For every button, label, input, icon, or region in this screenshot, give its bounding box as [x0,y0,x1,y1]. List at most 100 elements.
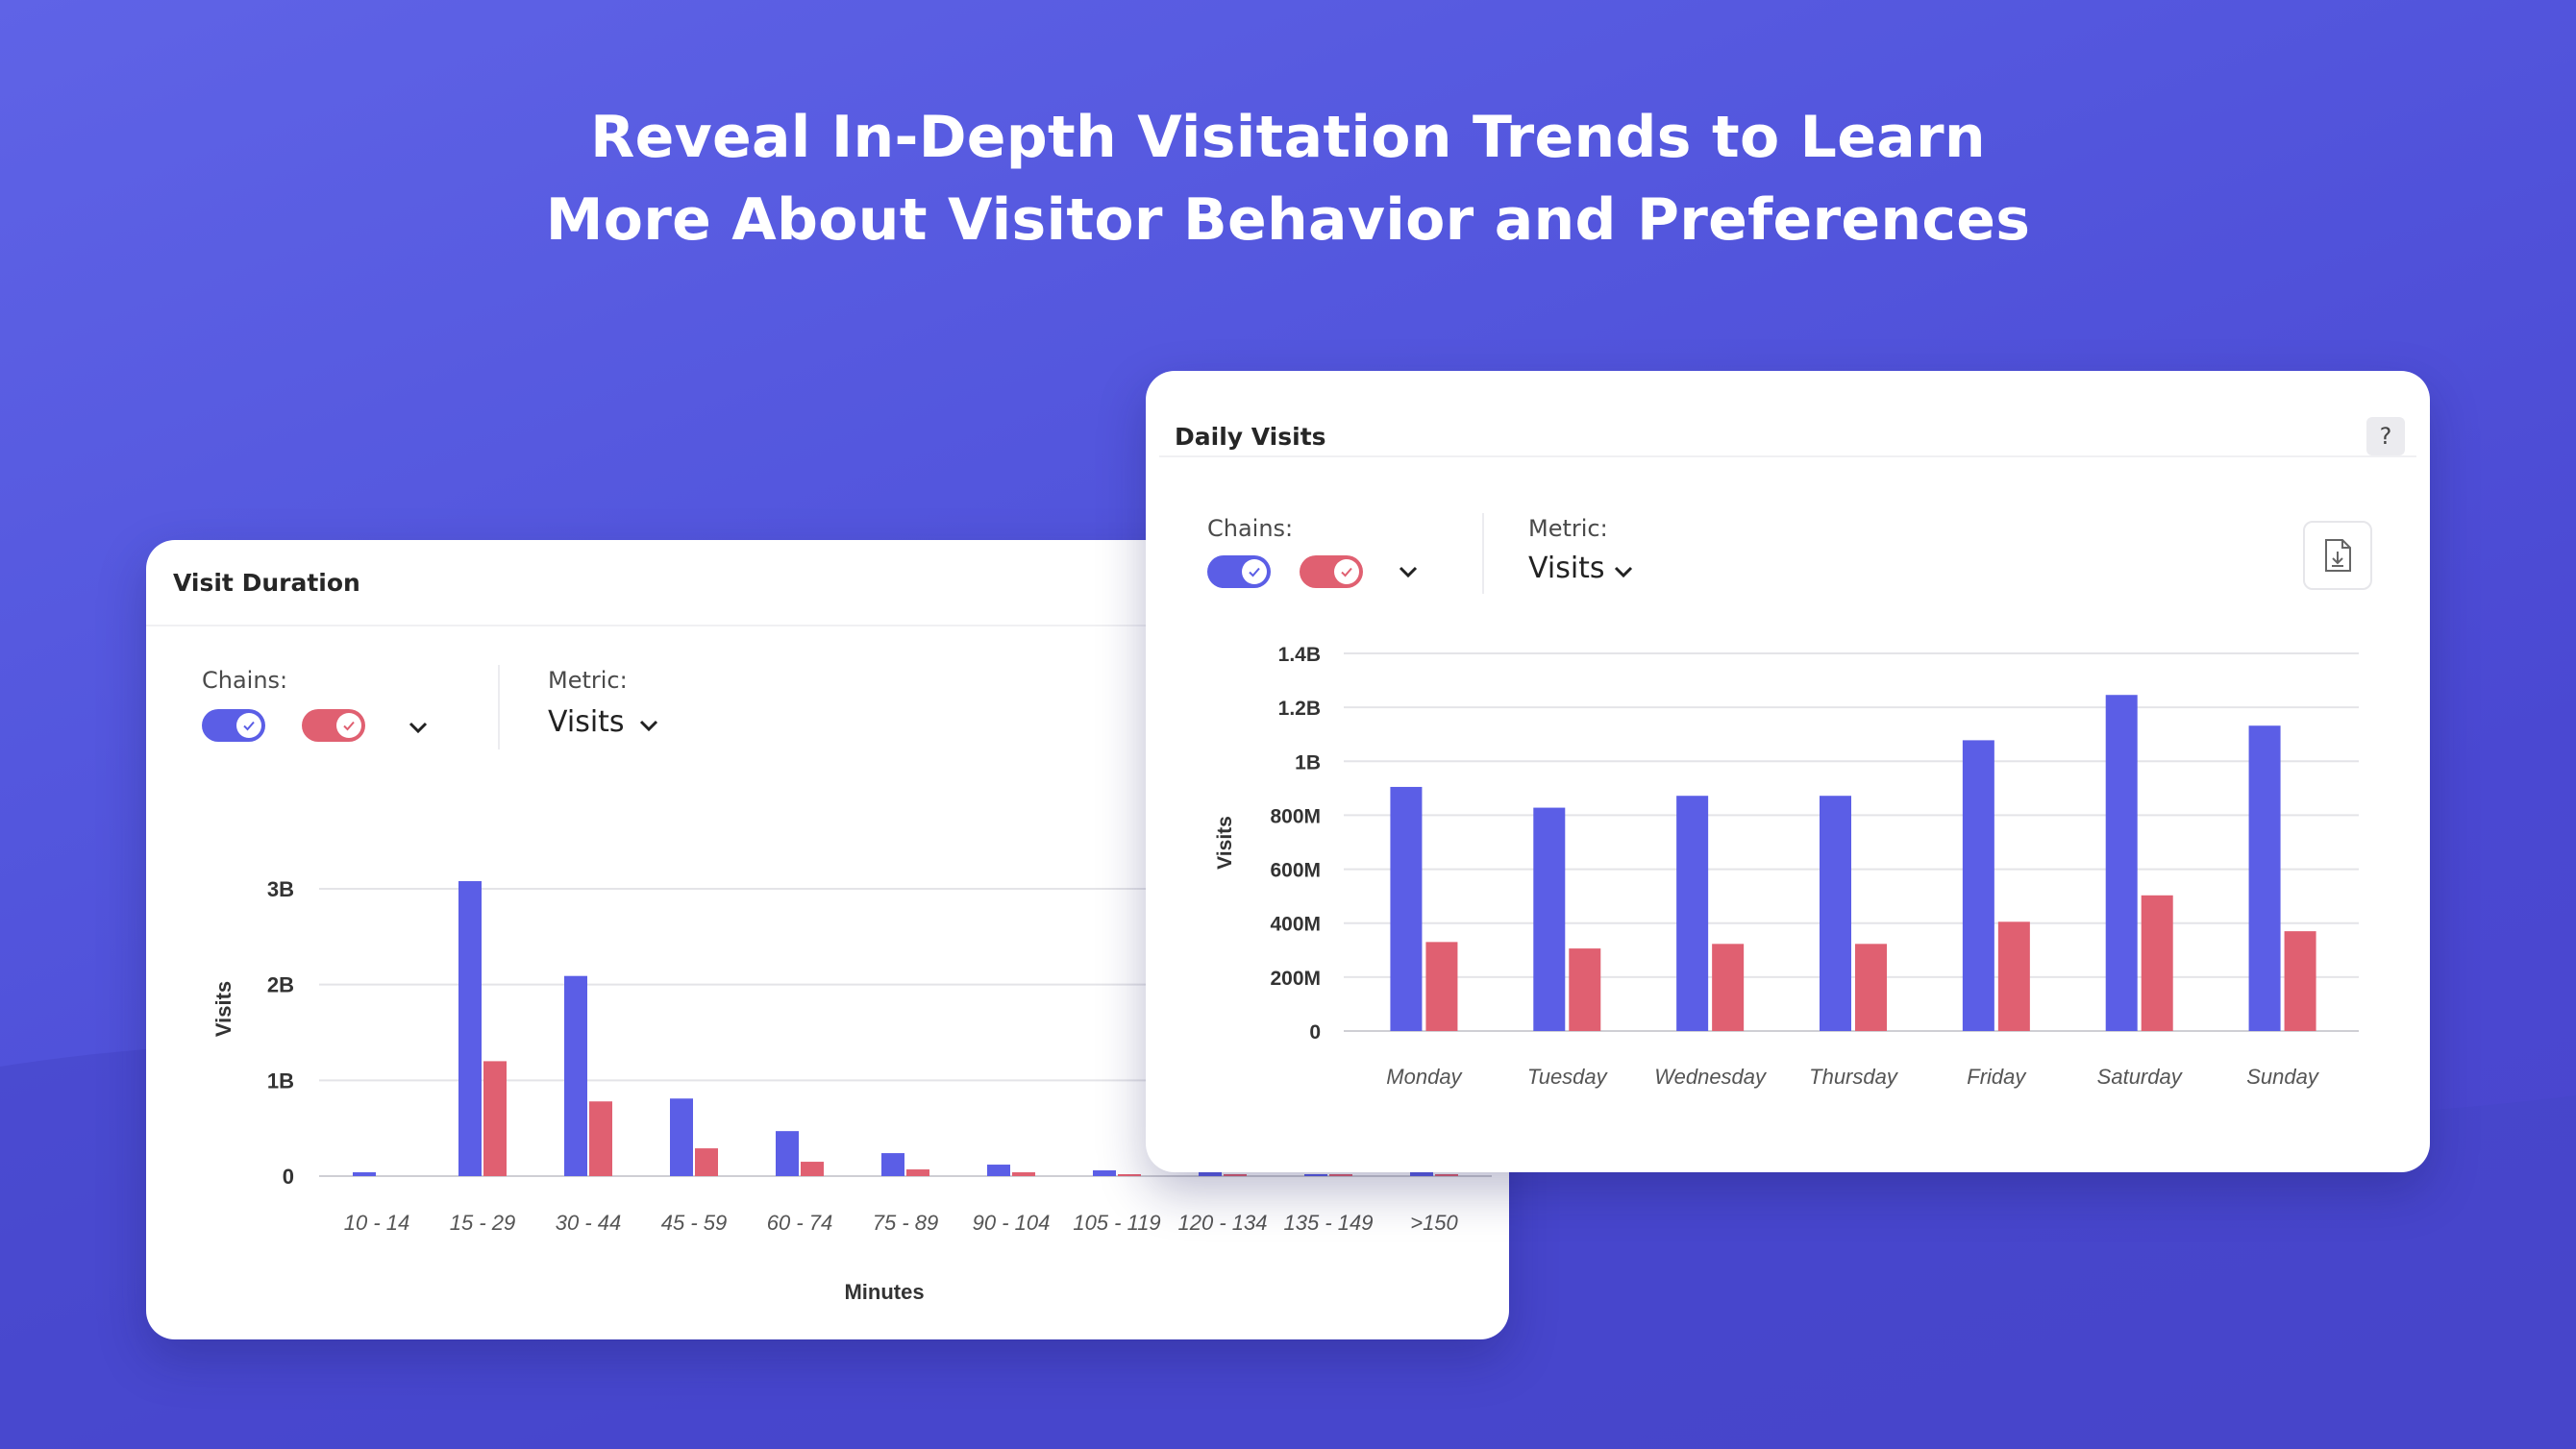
x-tick-label: Wednesday [1654,1065,1768,1089]
check-icon [1242,559,1267,584]
x-tick-label: 135 - 149 [1284,1211,1374,1235]
x-tick-label: Monday [1386,1065,1463,1089]
bar-red [1712,944,1745,1031]
bar-red [589,1101,612,1176]
bar-blue [1199,1172,1222,1176]
y-tick-label: 600M [1270,860,1321,882]
check-icon [1334,559,1359,584]
bar-red [695,1148,718,1176]
y-tick-label: 1.2B [1278,698,1321,720]
bar-red [2141,895,2173,1031]
x-tick-label: 15 - 29 [450,1211,516,1235]
y-tick-label: 1.4B [1278,644,1321,666]
bar-red [1855,944,1887,1031]
chevron-down-icon[interactable] [1398,565,1419,578]
chains-label: Chains: [202,667,288,694]
chevron-down-icon[interactable] [1613,565,1634,578]
bar-red [801,1162,824,1176]
x-axis-label: Minutes [844,1280,924,1304]
y-axis-label: Visits [211,981,235,1037]
x-tick-label: 10 - 14 [344,1211,410,1235]
bar-blue [987,1165,1010,1176]
x-tick-label: 90 - 104 [973,1211,1051,1235]
y-tick-label: 200M [1270,968,1321,990]
bar-blue [1390,786,1423,1031]
card-title: Daily Visits [1175,423,1326,451]
metric-label: Metric: [1528,515,1608,542]
y-tick-label: 2B [267,973,294,997]
x-tick-label: 105 - 119 [1073,1211,1160,1235]
bar-red [2284,931,2316,1031]
bar-blue [564,975,587,1176]
y-tick-label: 400M [1270,914,1321,936]
help-button[interactable]: ? [2366,417,2405,455]
x-tick-label: Saturday [2097,1065,2184,1089]
download-file-icon [2325,539,2351,572]
y-tick-label: 800M [1270,805,1321,827]
bar-red [1012,1172,1035,1176]
x-tick-label: Friday [1967,1065,2027,1089]
metric-select[interactable]: Visits [548,705,625,739]
bar-blue [1304,1174,1327,1176]
bar-blue [1093,1170,1116,1176]
x-tick-label: 60 - 74 [767,1211,833,1235]
chain-toggle-red[interactable] [302,709,365,742]
chain-toggle-blue[interactable] [1207,555,1271,588]
bar-blue [1962,740,1994,1031]
x-tick-label: Thursday [1809,1065,1899,1089]
y-tick-label: 3B [267,877,294,901]
chain-toggle-blue[interactable] [202,709,265,742]
y-tick-label: 0 [283,1165,294,1189]
card-header: Daily Visits [1159,371,2416,457]
x-tick-label: 45 - 59 [661,1211,728,1235]
y-axis-label: Visits [1214,816,1236,870]
bar-red [1329,1174,1352,1176]
card-title: Visit Duration [173,569,360,597]
bar-blue [670,1098,693,1176]
bar-red [1224,1174,1247,1176]
metric-label: Metric: [548,667,628,694]
bar-blue [881,1153,904,1176]
check-icon [336,713,361,738]
x-tick-label: Sunday [2246,1065,2320,1089]
chevron-down-icon[interactable] [408,721,429,734]
bar-red [1435,1174,1458,1176]
download-button[interactable] [2303,521,2372,590]
bar-blue [1533,807,1566,1031]
daily-visits-card: Daily Visits ? Chains: Metric: Visits 0 2… [1146,371,2430,1172]
x-tick-label: 30 - 44 [556,1211,622,1235]
chains-label: Chains: [1207,515,1294,542]
bar-blue [1410,1172,1433,1176]
page-headline: Reveal In-Depth Visitation Trends to Lea… [0,96,2576,261]
bar-blue [353,1172,376,1176]
bar-blue [776,1131,799,1176]
headline-line-2: More About Visitor Behavior and Preferen… [545,186,2031,254]
headline-line-1: Reveal In-Depth Visitation Trends to Lea… [590,104,1986,171]
bar-blue [1820,796,1851,1031]
bar-blue [1676,796,1709,1031]
daily-visits-chart: 0 200M 400M 600M 800M 1B 1.2B 1.4B Monday Tuesday… [1214,644,2359,1089]
bar-red [1569,948,1601,1031]
y-tick-label: 1B [1295,751,1321,774]
bar-red [906,1169,929,1176]
check-icon [236,713,261,738]
y-tick-label: 1B [267,1068,294,1093]
bar-red [1118,1174,1141,1176]
x-tick-label: 120 - 134 [1178,1211,1268,1235]
chain-toggle-red[interactable] [1300,555,1363,588]
x-tick-label: Tuesday [1527,1065,1609,1089]
y-tick-label: 0 [1309,1021,1321,1044]
bar-blue [2248,725,2281,1031]
bar-blue [458,881,482,1176]
card-header: Visit Duration [146,540,1509,626]
control-divider [1482,513,1484,594]
x-tick-label: >150 [1410,1211,1458,1235]
control-divider [498,665,500,749]
bar-red [1425,942,1458,1031]
x-tick-label: 75 - 89 [873,1211,939,1235]
bar-red [1997,921,2030,1031]
bar-red [483,1061,507,1176]
metric-select[interactable]: Visits [1528,552,1605,585]
bar-blue [2105,695,2138,1031]
chevron-down-icon[interactable] [638,719,659,732]
